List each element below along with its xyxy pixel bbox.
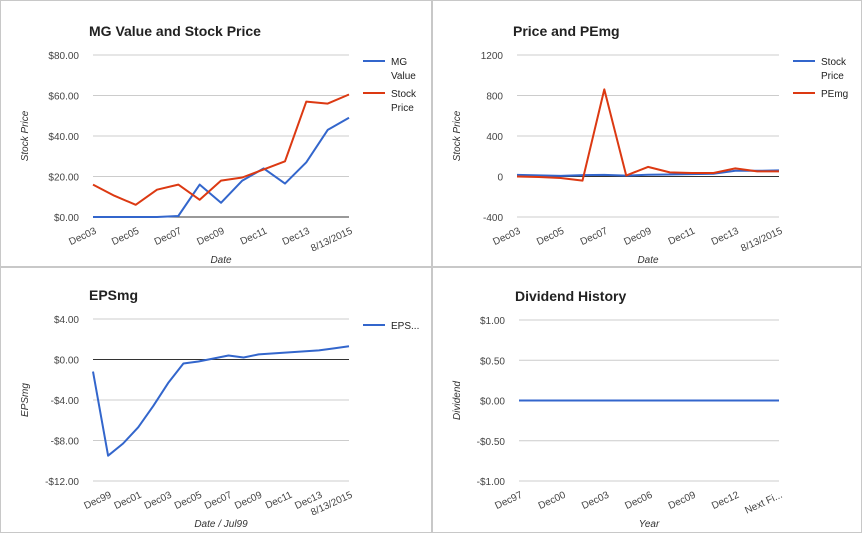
x-tick-label: Dec11 [667,226,698,248]
y-tick-label: -$0.50 [477,437,506,448]
mg-value-chart: MG Value and Stock Price $0.00 $20.00 $40.0… [20,23,417,266]
x-tick-label: Dec13 [710,226,741,248]
y-tick-label: 1200 [481,51,504,62]
chart-title: Price and PEmg [513,23,620,39]
x-tick-label: 8/13/2015 [309,226,354,255]
chart-panel-mg-value: MG Value and Stock Price $0.00 $20.00 $40.0… [0,0,432,267]
x-tick-label: Dec05 [173,490,204,512]
x-tick-label: Dec09 [667,490,698,512]
legend-label: PEmg [821,89,848,100]
legend-label: EPS... [391,321,419,332]
y-tick-label: $0.00 [54,213,79,224]
x-tick-label: Dec07 [203,490,234,512]
x-tick-label: Dec06 [623,490,654,512]
x-tick-label: Dec09 [622,226,653,248]
legend-label: Stock [391,89,417,100]
y-tick-label: -400 [483,213,503,224]
y-tick-label: $4.00 [54,315,79,326]
y-tick-label: $40.00 [48,132,79,143]
x-tick-label: Dec03 [67,226,98,248]
chart-title: EPSmg [89,287,138,303]
x-axis-title: Date [637,255,659,266]
y-tick-label: $60.00 [48,92,79,103]
chart-panel-epsmg: EPSmg -$12.00 -$8.00 -$4.00 $0.00 $4.00 Dec99 D… [0,267,432,533]
x-tick-label: Dec07 [153,226,184,248]
y-tick-label: -$12.00 [45,477,79,488]
x-tick-label: Dec03 [491,226,522,248]
x-axis-title: Year [639,519,660,530]
series-line [516,88,779,182]
x-tick-label: Dec09 [233,490,264,512]
legend-label: MG [391,57,407,68]
series-line [516,169,780,177]
y-tick-label: 800 [486,92,503,103]
dividend-history-chart: Dividend History -$1.00 -$0.50 $0.00 $0.50 $1… [452,288,784,530]
x-axis-title: Date [210,255,232,266]
chart-panel-price-pemg: Price and PEmg -400 0 400 800 1200 Dec03 Dec05 D… [432,0,862,267]
y-tick-label: 0 [497,173,503,184]
x-tick-label: Dec03 [580,490,611,512]
x-tick-label: Dec12 [710,490,741,512]
x-tick-label: Dec05 [110,226,141,248]
y-tick-label: 400 [486,132,503,143]
x-tick-label: Dec97 [493,490,524,512]
y-tick-label: $0.00 [480,397,505,408]
x-tick-label: Dec13 [281,226,312,248]
y-tick-label: $0.00 [54,356,79,367]
x-tick-label: Next Fi... [743,490,784,517]
y-axis-title: EPSmg [20,383,31,417]
x-tick-label: Dec07 [579,226,610,248]
series-line [92,93,350,206]
x-tick-label: Dec99 [82,490,113,512]
x-tick-label: Dec03 [143,490,174,512]
legend-label: Price [391,103,414,114]
chart-title: MG Value and Stock Price [89,23,261,39]
series-line [93,116,350,218]
y-axis-title: Stock Price [452,110,463,161]
series-line [92,345,350,457]
x-tick-label: Dec09 [195,226,226,248]
y-tick-label: $80.00 [48,51,79,62]
x-tick-label: Dec05 [535,226,566,248]
price-pemg-chart: Price and PEmg -400 0 400 800 1200 Dec03 Dec05 D… [452,23,848,266]
chart-title: Dividend History [515,288,626,304]
x-tick-label: Dec00 [537,490,568,512]
y-tick-label: -$4.00 [51,396,80,407]
x-tick-label: Dec11 [239,226,270,248]
y-tick-label: -$1.00 [477,477,506,488]
chart-panel-dividend-history: Dividend History -$1.00 -$0.50 $0.00 $0.50 $1… [432,267,862,533]
x-tick-label: Dec01 [113,490,144,512]
x-tick-label: Dec11 [264,490,295,512]
y-axis-title: Stock Price [20,110,31,161]
y-tick-label: -$8.00 [51,437,80,448]
legend-label: Value [391,71,416,82]
x-axis-title: Date / Jul99 [194,519,248,530]
legend-label: Price [821,71,844,82]
y-tick-label: $1.00 [480,316,505,327]
y-tick-label: $20.00 [48,173,79,184]
legend-label: Stock [821,57,847,68]
y-axis-title: Dividend [452,381,463,420]
y-tick-label: $0.50 [480,356,505,367]
x-tick-label: 8/13/2015 [739,226,784,255]
